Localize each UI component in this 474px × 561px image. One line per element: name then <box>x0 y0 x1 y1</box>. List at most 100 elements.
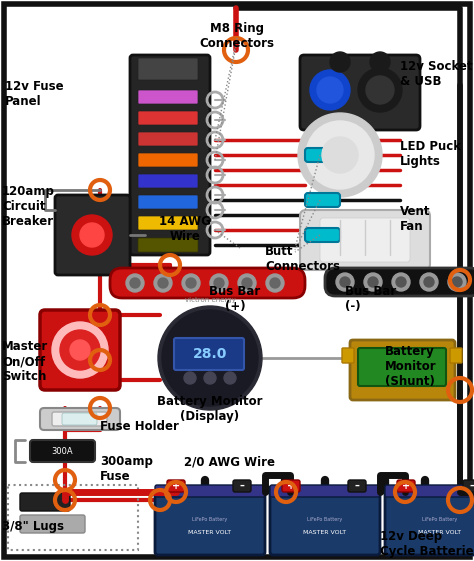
FancyBboxPatch shape <box>270 485 380 497</box>
FancyBboxPatch shape <box>138 111 198 125</box>
Text: 3/8" Lugs: 3/8" Lugs <box>2 520 64 533</box>
Circle shape <box>266 274 284 292</box>
FancyBboxPatch shape <box>300 55 420 130</box>
Text: Vent
Fan: Vent Fan <box>400 205 430 233</box>
Circle shape <box>317 77 343 103</box>
Text: +: + <box>287 481 295 491</box>
Text: 2/0 AWG Wire: 2/0 AWG Wire <box>184 455 275 468</box>
FancyBboxPatch shape <box>174 338 244 370</box>
Circle shape <box>358 68 402 112</box>
FancyBboxPatch shape <box>358 348 446 386</box>
Circle shape <box>310 70 350 110</box>
Circle shape <box>184 372 196 384</box>
Circle shape <box>60 330 100 370</box>
Text: 12v Socket
& USB: 12v Socket & USB <box>400 60 473 88</box>
Circle shape <box>368 277 378 287</box>
Circle shape <box>154 274 172 292</box>
FancyBboxPatch shape <box>397 480 415 492</box>
Text: MASTER VOLT: MASTER VOLT <box>303 531 346 536</box>
Circle shape <box>242 278 252 288</box>
Circle shape <box>182 274 200 292</box>
FancyBboxPatch shape <box>138 90 198 104</box>
Circle shape <box>158 306 262 410</box>
Circle shape <box>396 277 406 287</box>
Text: LiFePo Battery: LiFePo Battery <box>192 517 228 522</box>
FancyBboxPatch shape <box>40 310 120 390</box>
Circle shape <box>204 372 216 384</box>
FancyBboxPatch shape <box>348 480 366 492</box>
FancyBboxPatch shape <box>325 268 474 296</box>
Text: LED Puck
Lights: LED Puck Lights <box>400 140 461 168</box>
Circle shape <box>392 273 410 291</box>
FancyBboxPatch shape <box>463 480 474 492</box>
FancyBboxPatch shape <box>62 413 97 425</box>
FancyBboxPatch shape <box>305 193 340 207</box>
Text: 12v Fuse
Panel: 12v Fuse Panel <box>5 80 64 108</box>
FancyBboxPatch shape <box>450 348 462 363</box>
FancyBboxPatch shape <box>138 153 198 167</box>
Circle shape <box>370 52 390 72</box>
FancyBboxPatch shape <box>40 408 120 430</box>
Circle shape <box>322 137 358 173</box>
Circle shape <box>238 274 256 292</box>
Text: LiFePo Battery: LiFePo Battery <box>422 517 457 522</box>
Circle shape <box>210 274 228 292</box>
FancyBboxPatch shape <box>305 148 340 162</box>
Circle shape <box>130 278 140 288</box>
FancyBboxPatch shape <box>138 174 198 188</box>
Text: –: – <box>470 481 474 491</box>
Circle shape <box>224 372 236 384</box>
Circle shape <box>366 76 394 104</box>
Text: Battery Monitor
(Display): Battery Monitor (Display) <box>157 395 263 423</box>
Circle shape <box>270 278 280 288</box>
Circle shape <box>52 322 108 378</box>
Circle shape <box>162 310 258 406</box>
Text: +: + <box>172 481 180 491</box>
FancyBboxPatch shape <box>20 493 70 511</box>
Text: 28.0: 28.0 <box>193 347 227 361</box>
Circle shape <box>364 273 382 291</box>
FancyBboxPatch shape <box>342 348 354 363</box>
Circle shape <box>420 273 438 291</box>
Circle shape <box>298 113 382 197</box>
Circle shape <box>340 277 350 287</box>
FancyBboxPatch shape <box>350 340 455 400</box>
FancyBboxPatch shape <box>233 480 251 492</box>
FancyBboxPatch shape <box>110 268 305 298</box>
Circle shape <box>448 273 466 291</box>
Text: Bus Bar
(-): Bus Bar (-) <box>345 285 396 313</box>
Text: –: – <box>355 481 359 491</box>
FancyBboxPatch shape <box>30 440 95 462</box>
Text: 300amp
Fuse: 300amp Fuse <box>100 455 153 483</box>
FancyBboxPatch shape <box>305 228 340 242</box>
Circle shape <box>330 52 350 72</box>
FancyBboxPatch shape <box>138 216 198 230</box>
Text: victron energy: victron energy <box>185 297 236 303</box>
Circle shape <box>424 277 434 287</box>
FancyBboxPatch shape <box>155 490 265 555</box>
Circle shape <box>80 223 104 247</box>
Circle shape <box>452 277 462 287</box>
Circle shape <box>336 273 354 291</box>
Circle shape <box>72 215 112 255</box>
Text: Bus Bar
(+): Bus Bar (+) <box>210 285 261 313</box>
FancyBboxPatch shape <box>385 490 474 555</box>
Text: 12v Deep
Cycle Batteries: 12v Deep Cycle Batteries <box>380 530 474 558</box>
Text: Butt
Connectors: Butt Connectors <box>265 245 340 273</box>
FancyBboxPatch shape <box>385 485 474 497</box>
Text: 300A: 300A <box>51 447 73 456</box>
FancyBboxPatch shape <box>52 412 107 426</box>
Text: MASTER VOLT: MASTER VOLT <box>419 531 462 536</box>
FancyBboxPatch shape <box>4 4 470 557</box>
FancyBboxPatch shape <box>155 485 265 497</box>
FancyBboxPatch shape <box>130 55 210 255</box>
FancyBboxPatch shape <box>320 218 410 262</box>
Circle shape <box>186 278 196 288</box>
Text: 14 AWG
Wire: 14 AWG Wire <box>159 215 211 243</box>
FancyBboxPatch shape <box>282 480 300 492</box>
FancyBboxPatch shape <box>138 58 198 80</box>
FancyBboxPatch shape <box>138 238 198 252</box>
Circle shape <box>126 274 144 292</box>
FancyBboxPatch shape <box>300 210 430 270</box>
Text: Fuse Holder: Fuse Holder <box>100 420 179 433</box>
